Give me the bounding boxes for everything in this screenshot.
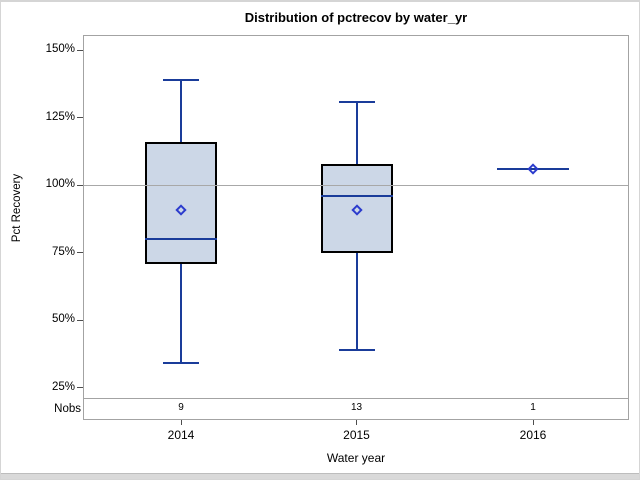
nobs-row-label: Nobs	[54, 403, 81, 415]
upper-whisker-cap	[338, 100, 375, 103]
y-tick-label: 50%	[51, 313, 75, 326]
iqr-box	[320, 163, 393, 253]
x-tick-label: 2015	[343, 428, 370, 442]
y-tick-mark	[77, 319, 83, 321]
median-line	[145, 238, 217, 241]
nobs-value: 9	[178, 402, 184, 413]
upper-whisker-cap	[163, 79, 199, 82]
x-tick-mark	[356, 420, 357, 425]
median-line	[497, 168, 569, 171]
y-tick-mark	[77, 49, 83, 51]
x-tick-label: 2016	[519, 428, 547, 442]
lower-whisker-line	[355, 252, 358, 350]
y-tick-label: 75%	[51, 245, 75, 258]
y-axis-title: Pct Recovery	[11, 173, 23, 243]
x-tick-mark	[532, 420, 534, 425]
y-tick-label: 125%	[45, 110, 75, 123]
nobs-value: 13	[350, 402, 363, 413]
y-tick-label: 25%	[51, 380, 75, 393]
nobs-band	[83, 399, 629, 420]
x-axis-title: Water year	[326, 451, 386, 465]
reference-line	[84, 184, 628, 186]
chart-title: Distribution of pctrecov by water_yr	[244, 10, 468, 25]
x-tick-mark	[180, 420, 182, 425]
nobs-value: 1	[530, 402, 536, 413]
upper-whisker-line	[355, 101, 358, 164]
y-tick-mark	[77, 117, 83, 119]
lower-whisker-line	[180, 263, 182, 364]
y-tick-mark	[77, 184, 83, 186]
y-tick-mark	[77, 252, 83, 254]
median-line	[320, 195, 393, 198]
y-tick-label: 100%	[45, 178, 75, 191]
iqr-box	[145, 142, 217, 264]
y-tick-mark	[77, 387, 83, 389]
lower-whisker-cap	[163, 362, 199, 365]
lower-whisker-cap	[338, 348, 375, 351]
y-tick-label: 150%	[45, 43, 75, 56]
x-tick-label: 2014	[167, 428, 195, 442]
upper-whisker-line	[180, 80, 182, 143]
bottom-margin-strip	[1, 473, 639, 479]
